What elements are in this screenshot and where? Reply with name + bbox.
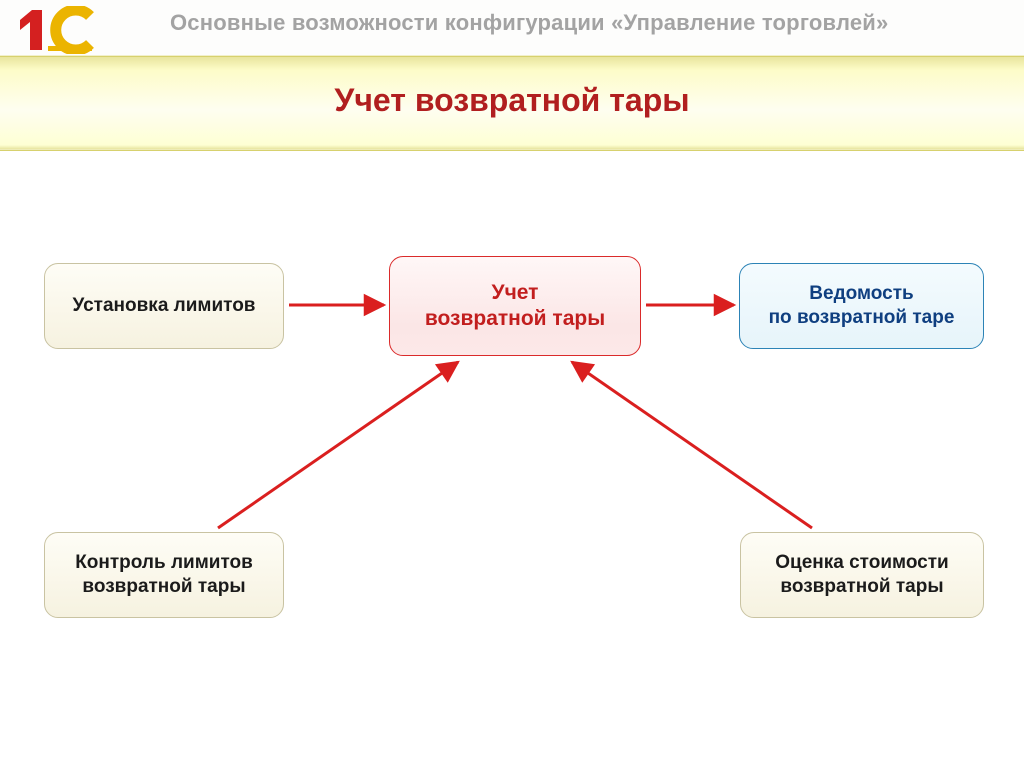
node-central: Учетвозвратной тары bbox=[389, 256, 641, 356]
edge-cost-to-central bbox=[572, 362, 812, 528]
node-label: Ведомостьпо возвратной таре bbox=[769, 282, 955, 330]
node-report: Ведомостьпо возвратной таре bbox=[739, 263, 984, 349]
arrows-svg bbox=[0, 0, 1024, 768]
diagram-layer: Установка лимитов Учетвозвратной тары Ве… bbox=[0, 0, 1024, 768]
slide-root: Основные возможности конфигурации «Управ… bbox=[0, 0, 1024, 768]
node-label: Установка лимитов bbox=[72, 294, 255, 318]
node-label: Учетвозвратной тары bbox=[425, 280, 605, 333]
edge-control-to-central bbox=[218, 362, 458, 528]
node-label: Контроль лимитоввозвратной тары bbox=[75, 551, 253, 599]
node-limits-setup: Установка лимитов bbox=[44, 263, 284, 349]
node-cost-estimate: Оценка стоимостивозвратной тары bbox=[740, 532, 984, 618]
node-limits-control: Контроль лимитоввозвратной тары bbox=[44, 532, 284, 618]
node-label: Оценка стоимостивозвратной тары bbox=[775, 551, 948, 599]
footer-bar bbox=[0, 762, 1024, 768]
